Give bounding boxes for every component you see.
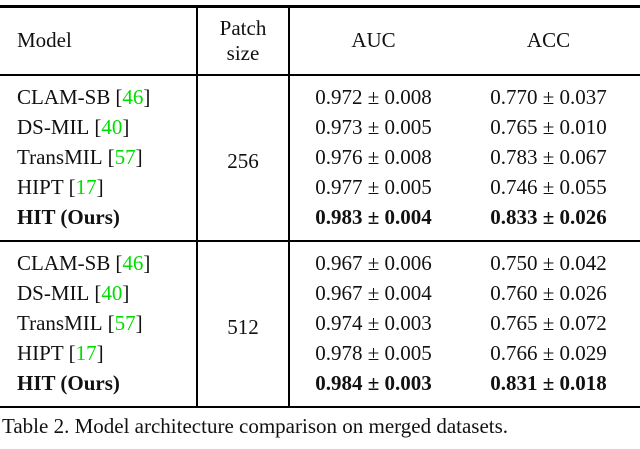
model-name: DS-MIL	[17, 280, 90, 305]
bracket-close: ]	[122, 280, 130, 305]
table-row: CLAM-SB [46] 256 0.972 ± 0.008 0.770 ± 0.…	[0, 74, 640, 241]
bracket-close: ]	[96, 174, 104, 199]
table-row: TransMIL [57] 0.976 ± 0.008 0.783 ± 0.067	[0, 142, 640, 172]
model-cell: HIPT [17]	[0, 172, 197, 202]
header-patch-size: Patch size	[196, 6, 290, 76]
auc-value: 0.974 ± 0.003	[315, 310, 432, 335]
acc-value: 0.746 ± 0.055	[490, 174, 607, 199]
bracket-close: ]	[96, 340, 104, 365]
bracket-open: [	[94, 280, 102, 305]
citation-link[interactable]: 40	[101, 114, 123, 139]
model-cell: HIPT [17]	[0, 338, 197, 368]
header-model: Model	[0, 6, 197, 76]
model-cell: HIT (Ours)	[17, 370, 120, 395]
acc-value: 0.765 ± 0.072	[490, 310, 607, 335]
citation-link[interactable]: 17	[75, 174, 97, 199]
bracket-open: [	[68, 174, 76, 199]
citation: [57]	[108, 145, 143, 169]
auc-value: 0.977 ± 0.005	[315, 174, 432, 199]
patch-size-value: 256	[196, 74, 290, 241]
model-cell: TransMIL [57]	[0, 142, 197, 172]
table-header: Model Patch size AUC ACC	[0, 6, 640, 76]
bracket-open: [	[68, 340, 76, 365]
patch-size-value: 512	[196, 239, 290, 407]
citation-link[interactable]: 57	[114, 310, 136, 335]
model-cell: DS-MIL [40]	[0, 278, 197, 308]
auc-value: 0.976 ± 0.008	[315, 144, 432, 169]
acc-value: 0.750 ± 0.042	[457, 239, 640, 278]
citation: [46]	[115, 251, 150, 275]
citation: [17]	[69, 341, 104, 365]
citation-link[interactable]: 46	[122, 250, 144, 275]
citation: [40]	[94, 281, 129, 305]
bracket-open: [	[94, 114, 102, 139]
citation-link[interactable]: 40	[101, 280, 123, 305]
table-row-ours: HIT (Ours) 0.983 ± 0.004 0.833 ± 0.026	[0, 202, 640, 241]
table-row: CLAM-SB [46] 512 0.967 ± 0.006 0.750 ± 0.…	[0, 239, 640, 407]
bracket-close: ]	[143, 84, 151, 109]
bracket-open: [	[107, 310, 115, 335]
header-auc: AUC	[289, 6, 457, 76]
model-name: CLAM-SB	[17, 84, 111, 109]
auc-value: 0.978 ± 0.005	[315, 340, 432, 365]
auc-value: 0.972 ± 0.008	[315, 84, 432, 109]
patch-512-group: CLAM-SB [46] 512 0.967 ± 0.006 0.750 ± 0.…	[0, 239, 640, 407]
table-row: TransMIL [57] 0.974 ± 0.003 0.765 ± 0.072	[0, 308, 640, 338]
header-patch-line2: size	[226, 40, 260, 65]
results-table: Model Patch size AUC ACC CLAM-SB [46] 256…	[0, 5, 640, 408]
model-name: DS-MIL	[17, 114, 90, 139]
auc-value: 0.967 ± 0.006	[289, 239, 457, 278]
header-patch-line1: Patch	[219, 15, 267, 40]
bracket-open: [	[115, 250, 123, 275]
table-row: DS-MIL [40] 0.967 ± 0.004 0.760 ± 0.026	[0, 278, 640, 308]
model-name: CLAM-SB	[17, 250, 111, 275]
citation: [57]	[108, 311, 143, 335]
citation-link[interactable]: 17	[75, 340, 97, 365]
model-name: HIPT	[17, 174, 64, 199]
model-cell: CLAM-SB [46]	[0, 239, 197, 278]
table-caption: Table 2. Model architecture comparison o…	[2, 413, 509, 438]
table-row-ours: HIT (Ours) 0.984 ± 0.003 0.831 ± 0.018	[0, 368, 640, 407]
acc-value: 0.833 ± 0.026	[490, 204, 607, 229]
table-row: HIPT [17] 0.978 ± 0.005 0.766 ± 0.029	[0, 338, 640, 368]
model-cell: DS-MIL [40]	[0, 112, 197, 142]
bracket-close: ]	[143, 250, 151, 275]
auc-value: 0.983 ± 0.004	[315, 204, 432, 229]
citation: [46]	[115, 85, 150, 109]
acc-value: 0.760 ± 0.026	[490, 280, 607, 305]
citation: [17]	[69, 175, 104, 199]
header-acc: ACC	[457, 6, 640, 76]
model-name: TransMIL	[17, 144, 103, 169]
model-cell: HIT (Ours)	[17, 204, 120, 229]
citation-link[interactable]: 46	[122, 84, 144, 109]
acc-value: 0.770 ± 0.037	[490, 84, 607, 109]
auc-value: 0.967 ± 0.004	[315, 280, 432, 305]
bracket-close: ]	[135, 144, 143, 169]
bracket-open: [	[115, 84, 123, 109]
patch-256-group: CLAM-SB [46] 256 0.972 ± 0.008 0.770 ± 0.…	[0, 74, 640, 241]
model-cell: CLAM-SB [46]	[0, 75, 197, 112]
table-row: DS-MIL [40] 0.973 ± 0.005 0.765 ± 0.010	[0, 112, 640, 142]
model-cell: TransMIL [57]	[0, 308, 197, 338]
auc-value: 0.973 ± 0.005	[315, 114, 432, 139]
acc-value: 0.831 ± 0.018	[490, 370, 607, 395]
bracket-close: ]	[122, 114, 130, 139]
bracket-open: [	[107, 144, 115, 169]
acc-value: 0.765 ± 0.010	[490, 114, 607, 139]
model-name: HIPT	[17, 340, 64, 365]
citation: [40]	[94, 115, 129, 139]
bracket-close: ]	[135, 310, 143, 335]
table-row: HIPT [17] 0.977 ± 0.005 0.746 ± 0.055	[0, 172, 640, 202]
acc-value: 0.766 ± 0.029	[490, 340, 607, 365]
header-row: Model Patch size AUC ACC	[0, 6, 640, 76]
acc-value: 0.783 ± 0.067	[490, 144, 607, 169]
citation-link[interactable]: 57	[114, 144, 136, 169]
auc-value: 0.984 ± 0.003	[315, 370, 432, 395]
model-name: TransMIL	[17, 310, 103, 335]
